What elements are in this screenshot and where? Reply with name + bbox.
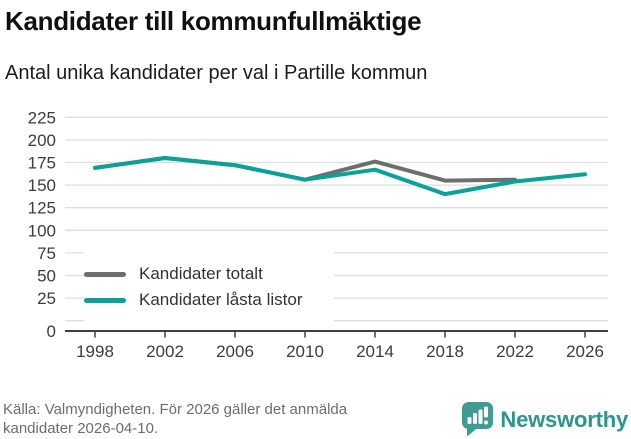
series-line-kandidater-totalt — [93, 156, 517, 183]
x-tick-label: 2022 — [496, 342, 534, 361]
x-tick-label: 2010 — [286, 342, 324, 361]
y-tick-label: 100 — [28, 221, 56, 240]
chart-legend: Kandidater totalt Kandidater låsta listo… — [84, 250, 334, 322]
x-tick-label: 1998 — [76, 342, 114, 361]
y-tick-label: 0 — [47, 322, 56, 341]
bar-chart-speech-bubble-icon — [462, 402, 494, 437]
y-tick-label: 75 — [37, 244, 56, 263]
chart-subtitle: Antal unika kandidater per val i Partill… — [5, 62, 428, 84]
x-tick-label: 2002 — [146, 342, 184, 361]
y-tick-label: 50 — [37, 267, 56, 286]
source-note-line2: kandidater 2026-04-10. — [3, 419, 159, 437]
x-tick-label: 2006 — [216, 342, 254, 361]
source-note-line1: Källa: Valmyndigheten. För 2026 gäller d… — [3, 401, 348, 418]
x-tick-label: 2014 — [356, 342, 394, 361]
legend-label-totalt: Kandidater totalt — [139, 264, 263, 283]
legend-label-lasta-listor: Kandidater låsta listor — [139, 290, 303, 309]
series-line-kandidater-lasta-listor — [93, 156, 587, 197]
y-tick-label: 200 — [28, 131, 56, 150]
newsworthy-wordmark: Newsworthy — [500, 406, 628, 432]
y-tick-label: 150 — [28, 176, 56, 195]
y-tick-label: 125 — [28, 199, 56, 218]
x-tick-label: 2018 — [426, 342, 464, 361]
legend-swatch-totalt — [84, 271, 126, 277]
line-chart: 0 25 50 75 100 125 150 175 200 225 1998 2002 2006 201… — [28, 108, 608, 361]
legend-item-totalt: Kandidater totalt — [84, 261, 334, 287]
source-note: Källa: Valmyndigheten. För 2026 gäller d… — [3, 401, 347, 438]
y-tick-label: 175 — [28, 154, 56, 173]
x-tick-label: 2026 — [566, 342, 604, 361]
page-title: Kandidater till kommunfullmäktige — [5, 6, 422, 36]
newsworthy-logo: Newsworthy — [462, 402, 628, 437]
y-tick-label: 25 — [37, 289, 56, 308]
legend-item-lasta-listor: Kandidater låsta listor — [84, 287, 334, 313]
y-tick-label: 225 — [28, 108, 56, 127]
legend-swatch-lasta-listor — [84, 297, 126, 303]
